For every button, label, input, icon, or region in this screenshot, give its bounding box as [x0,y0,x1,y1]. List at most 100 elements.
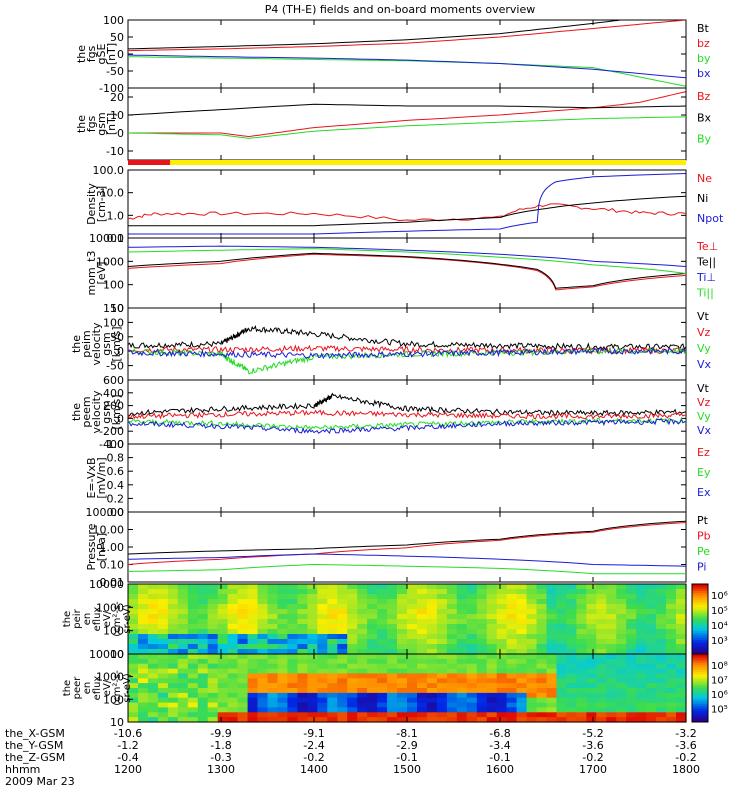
spectrogram-cell [267,688,279,694]
spectrogram-cell [606,609,617,615]
spectrogram-cell [317,697,328,704]
spectrogram-cell [347,712,358,718]
spectrogram-cell [526,712,538,718]
spectrogram-cell [167,663,179,670]
spectrogram-cell [157,609,169,615]
spectrogram-cell [367,712,378,718]
spectrogram-cell [546,589,558,595]
spectrogram-cell [636,594,647,600]
spectrogram-cell [626,692,637,699]
spectrogram-cell [177,619,189,625]
spectrogram-cell [536,673,548,679]
spectrogram-cell [177,614,189,620]
spectrogram-cell [666,619,677,625]
spectrogram-cell [347,644,358,650]
spectrogram-cell [496,629,508,635]
spectrogram-cell [436,702,448,709]
spectrogram-cell [666,717,677,723]
spectrogram-cell [676,629,687,635]
spectrogram-cell [486,584,498,590]
spectrogram-cell [147,697,159,704]
spectrogram-cell [337,697,348,704]
spectrogram-cell [277,683,289,689]
spectrogram-cell [426,644,438,650]
spectrogram-cell [407,702,418,709]
spectrogram-cell [138,654,149,660]
spectrogram-cell [496,639,508,645]
spectrogram-cell [367,658,378,665]
spectrogram-cell [536,589,548,595]
spectrogram-cell [147,663,159,670]
spectrogram-cell [177,673,189,679]
spectrogram-cell [147,654,159,660]
colorbar-cell [692,703,708,707]
spectrogram-cell [128,707,139,713]
spectrogram-cell [456,717,468,723]
spectrogram-cell [616,668,627,675]
spectrogram-cell [656,688,667,694]
spectrogram-cell [646,589,657,595]
spectrogram-cell [616,609,627,615]
spectrogram-cell [646,678,657,684]
spectrogram-cell [546,683,558,689]
spectrogram-cell [377,683,388,689]
spectrogram-cell [357,678,368,684]
spectrogram-cell [676,673,687,679]
spectrogram-cell [207,644,219,650]
spectrogram-cell [566,697,577,704]
spectrogram-cell [516,658,528,665]
spectrogram-cell [267,707,279,713]
spectrogram-cell [586,624,597,630]
spectrogram-cell [167,619,179,625]
spectrogram-cell [436,614,448,620]
spectrogram-cell [187,702,199,709]
spectrogram-cell [446,609,458,615]
spectrogram-cell [357,634,368,640]
spectrogram-cell [407,717,418,723]
spectrogram-cell [426,589,438,595]
spectrogram-cell [317,663,328,670]
spectrogram-cell [177,644,189,650]
spectrogram-cell [526,707,538,713]
spectrogram-cell [426,702,438,709]
spectrogram-cell [606,668,617,675]
spectrogram-cell [616,717,627,723]
spectrogram-cell [556,619,568,625]
spectrogram-cell [307,604,318,610]
spectrogram-cell [636,702,647,709]
spectrogram-cell [526,697,538,704]
colorbar-cell [692,688,708,691]
spectrogram-cell [596,649,607,655]
spectrogram-cell [606,717,617,723]
spectrogram-cell [576,649,587,655]
spectrogram-cell [636,717,647,723]
spectrogram-cell [237,673,249,679]
spectrogram-cell [217,663,229,670]
spectrogram-cell [556,654,568,660]
y-tick-label: -400 [99,438,124,451]
spectrogram-cell [546,688,558,694]
spectrogram-cell [367,707,378,713]
spectrogram-cell [167,599,179,605]
spectrogram-cell [666,658,677,665]
spectrogram-cell [347,697,358,704]
spectrogram-cell [426,658,438,665]
spectrogram-cell [287,639,298,645]
spectrogram-cell [496,668,508,675]
spectrogram-cell [486,712,498,718]
spectrogram-cell [387,663,398,670]
spectrogram-cell [566,634,577,640]
spectrogram-cell [636,614,647,620]
spectrogram-cell [187,692,199,699]
spectrogram-cell [247,624,259,630]
spectrogram-cell [147,599,159,605]
spectrogram-cell [357,707,368,713]
series-line-Ne [128,203,686,222]
spectrogram-cell [347,594,358,600]
spectrogram-cell [486,668,498,675]
x-tick-label: 1800 [672,763,700,776]
spectrogram-cell [367,678,378,684]
spectrogram-cell [586,702,597,709]
spectrogram-cell [586,663,597,670]
